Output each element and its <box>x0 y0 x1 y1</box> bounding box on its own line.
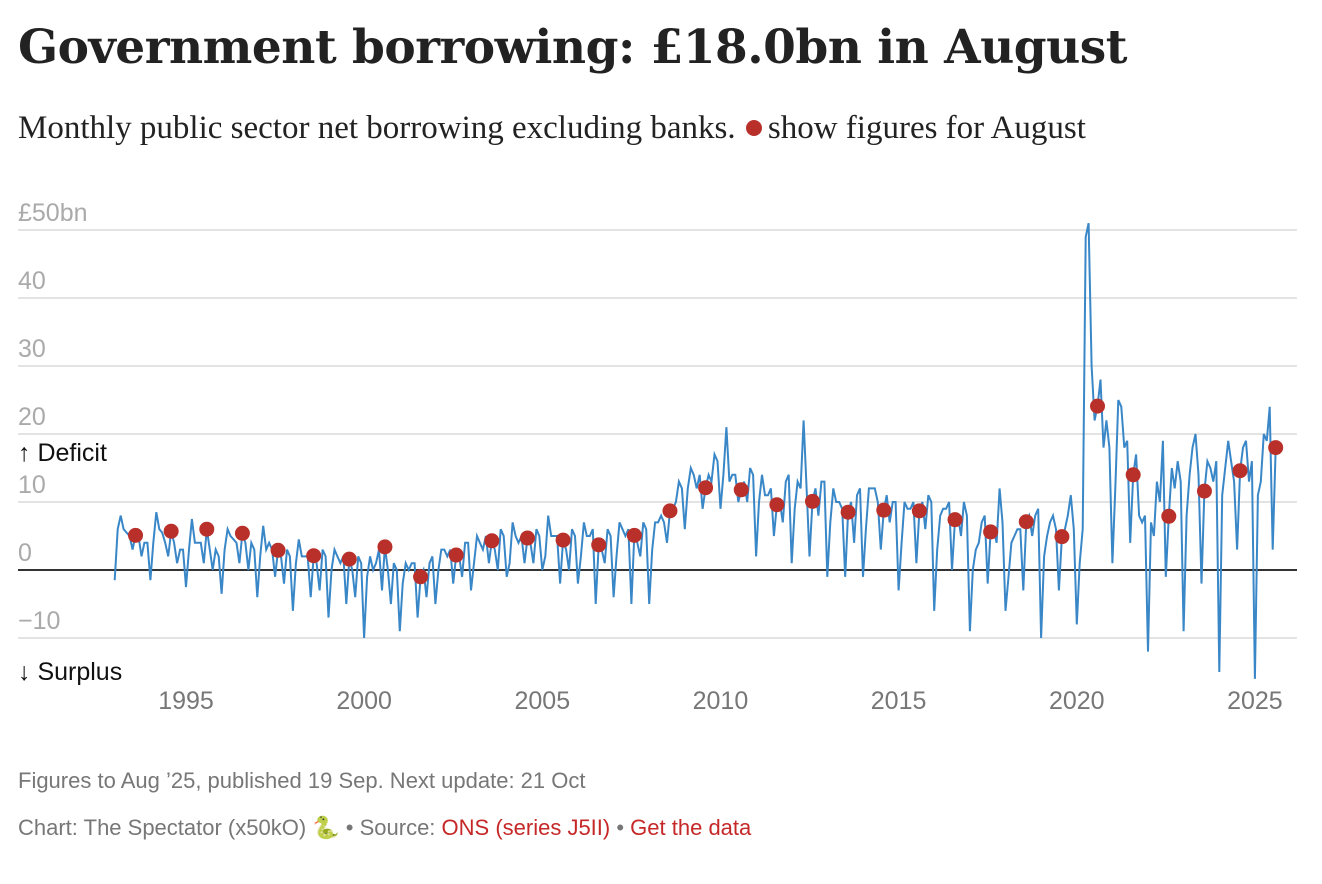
ons-source-link[interactable]: ONS (series J5II) <box>441 815 611 840</box>
august-point <box>733 482 749 498</box>
august-point <box>840 504 856 520</box>
august-point <box>662 503 678 519</box>
august-point <box>1196 483 1212 499</box>
y-tick-label: 10 <box>18 471 46 499</box>
y-tick-label: 0 <box>18 539 32 567</box>
august-point <box>947 512 963 528</box>
august-point <box>698 480 714 496</box>
source-separator: • Source: <box>339 815 442 840</box>
august-point <box>377 539 393 555</box>
august-point <box>626 527 642 543</box>
august-point <box>1054 529 1070 545</box>
august-point <box>484 533 500 549</box>
chart-title: Government borrowing: £18.0bn in August <box>18 20 1127 75</box>
august-point <box>519 530 535 546</box>
august-point <box>1161 508 1177 524</box>
august-point <box>1125 467 1141 483</box>
borrowing-series-line <box>113 222 1277 679</box>
x-tick-label: 2015 <box>871 687 927 715</box>
deficit-annotation: ↑ Deficit <box>18 439 107 467</box>
x-tick-label: 1995 <box>158 687 214 715</box>
chart-credit: Chart: The Spectator (x50kO) 🐍 <box>18 815 340 840</box>
x-tick-label: 2010 <box>693 687 749 715</box>
footer-credits: Chart: The Spectator (x50kO) 🐍 • Source:… <box>18 815 751 841</box>
august-point <box>1232 463 1248 479</box>
august-point <box>1018 514 1034 530</box>
x-tick-label: 2005 <box>514 687 570 715</box>
august-point <box>306 548 322 564</box>
august-point <box>804 493 820 509</box>
y-tick-label: −10 <box>18 607 60 635</box>
august-point <box>911 503 927 519</box>
y-tick-label: £50bn <box>18 199 88 227</box>
link-separator: • <box>610 815 631 840</box>
august-point <box>199 521 215 537</box>
y-tick-label: 20 <box>18 403 46 431</box>
x-tick-label: 2020 <box>1049 687 1105 715</box>
footer-update-note: Figures to Aug ’25, published 19 Sep. Ne… <box>18 768 586 793</box>
subtitle-text: Monthly public sector net borrowing excl… <box>18 110 736 146</box>
august-point <box>341 551 357 567</box>
august-point <box>1268 440 1284 456</box>
august-point <box>448 547 464 563</box>
august-point <box>591 537 607 553</box>
august-point <box>234 525 250 541</box>
august-point <box>769 497 785 513</box>
august-point <box>163 523 179 539</box>
august-dot-legend-icon <box>745 120 762 137</box>
x-tick-label: 2000 <box>336 687 392 715</box>
august-point <box>1090 398 1106 414</box>
august-point <box>413 569 429 585</box>
y-tick-label: 30 <box>18 335 46 363</box>
august-point <box>555 532 571 548</box>
surplus-annotation: ↓ Surplus <box>18 658 122 686</box>
august-point <box>128 527 144 543</box>
august-point <box>983 524 999 540</box>
august-point <box>876 502 892 518</box>
subtitle-legend-text: show figures for August <box>767 110 1086 146</box>
august-point <box>270 542 286 558</box>
get-data-link[interactable]: Get the data <box>630 815 752 840</box>
x-tick-label: 2025 <box>1227 687 1283 715</box>
y-tick-label: 40 <box>18 267 46 295</box>
chart-subtitle: Monthly public sector net borrowing excl… <box>18 110 1086 147</box>
